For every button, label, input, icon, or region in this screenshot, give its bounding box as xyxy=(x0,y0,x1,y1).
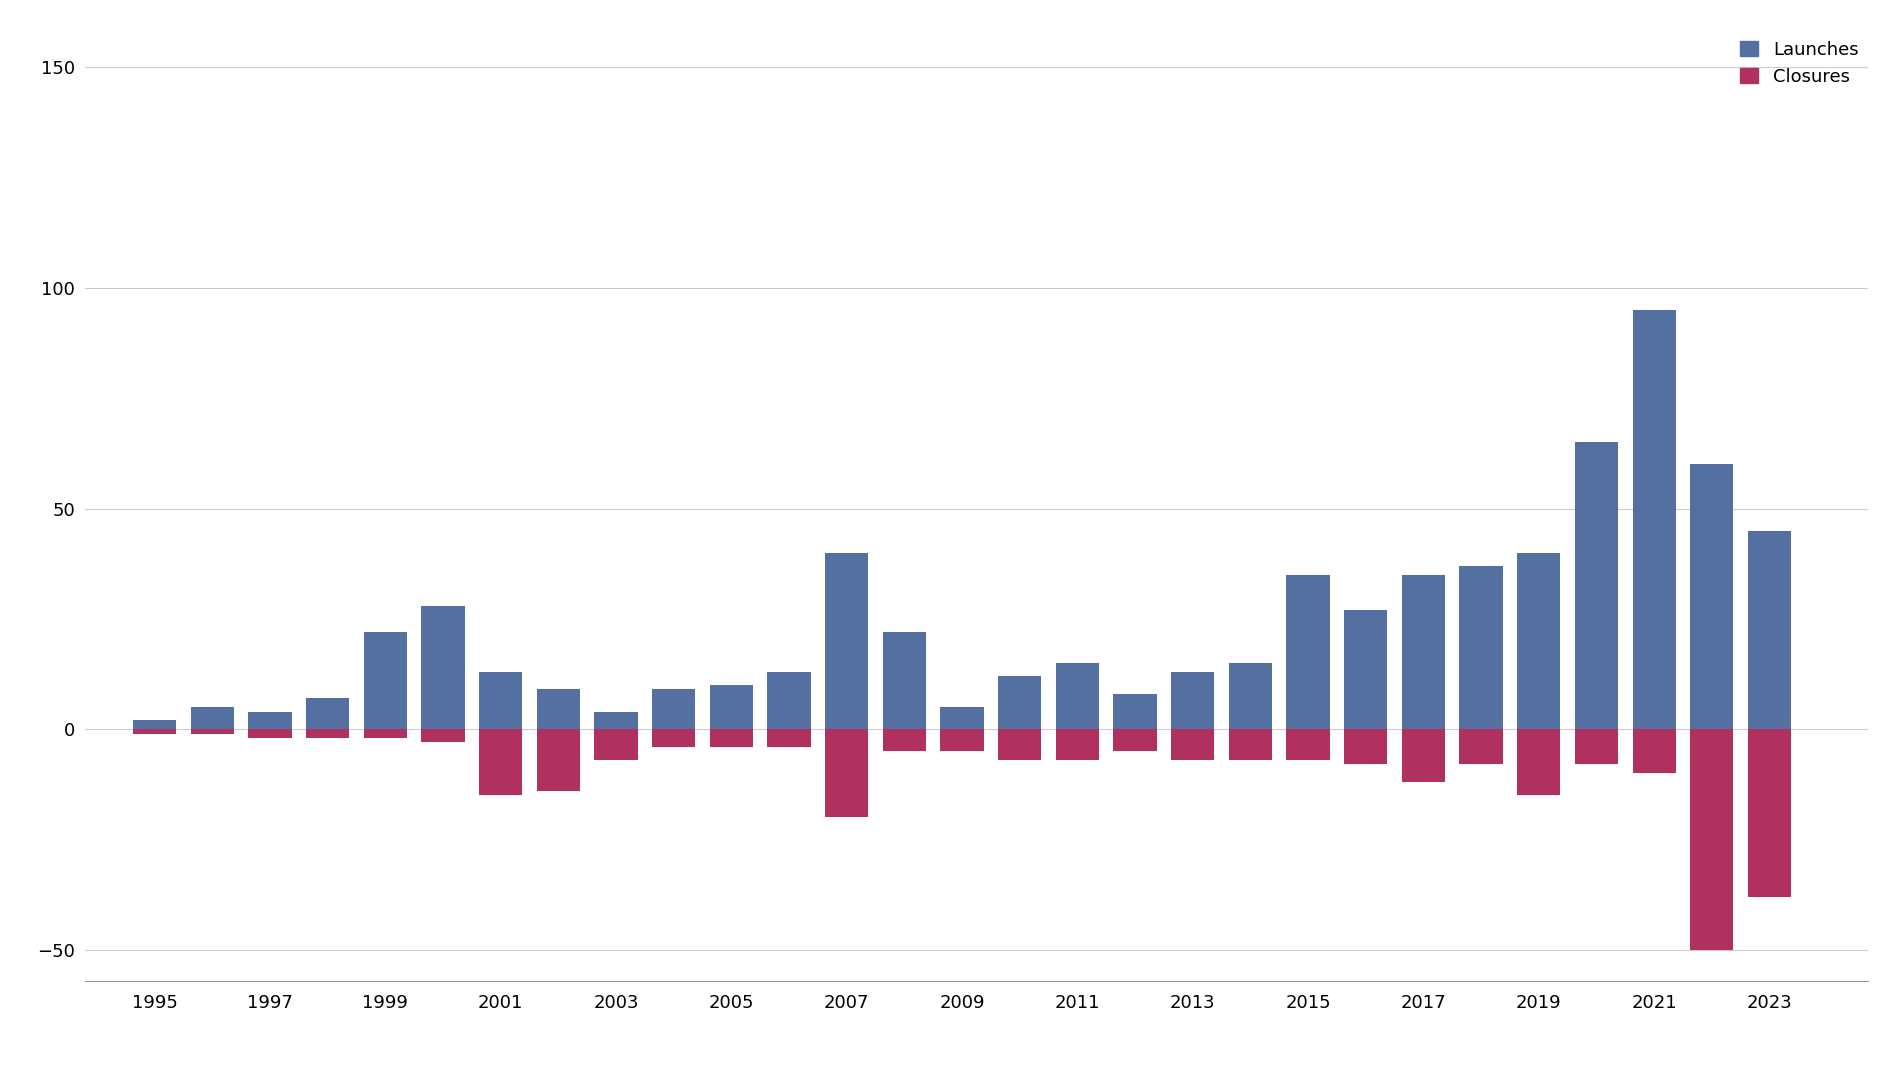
Bar xyxy=(1748,531,1792,729)
Bar xyxy=(1401,729,1445,782)
Bar xyxy=(480,729,521,795)
Bar xyxy=(364,729,408,738)
Bar xyxy=(1172,672,1213,729)
Bar xyxy=(1460,566,1504,729)
Bar xyxy=(709,685,753,729)
Bar xyxy=(248,711,292,729)
Bar xyxy=(825,552,868,729)
Bar xyxy=(1517,729,1560,795)
Bar xyxy=(1689,729,1733,950)
Bar xyxy=(133,721,176,729)
Bar xyxy=(1576,729,1617,764)
Bar xyxy=(1401,575,1445,729)
Bar xyxy=(421,729,465,742)
Bar xyxy=(652,690,696,729)
Bar xyxy=(1287,729,1329,760)
Bar xyxy=(1460,729,1504,764)
Bar xyxy=(1632,310,1676,729)
Bar xyxy=(1056,663,1100,729)
Bar xyxy=(997,729,1041,760)
Bar xyxy=(480,672,521,729)
Bar xyxy=(768,672,811,729)
Bar xyxy=(305,698,349,729)
Bar xyxy=(1344,729,1388,764)
Bar xyxy=(133,729,176,733)
Bar xyxy=(1113,729,1157,752)
Bar xyxy=(248,729,292,738)
Bar xyxy=(305,729,349,738)
Bar xyxy=(1229,729,1272,760)
Bar xyxy=(593,729,637,760)
Bar xyxy=(1229,663,1272,729)
Bar xyxy=(191,707,233,729)
Bar xyxy=(940,729,984,752)
Bar xyxy=(421,605,465,729)
Bar xyxy=(1689,465,1733,729)
Bar xyxy=(593,711,637,729)
Bar xyxy=(1344,610,1388,729)
Bar xyxy=(884,729,925,752)
Bar xyxy=(1576,442,1617,729)
Bar xyxy=(1172,729,1213,760)
Bar xyxy=(1748,729,1792,897)
Bar xyxy=(884,632,925,729)
Bar xyxy=(940,707,984,729)
Bar xyxy=(709,729,753,747)
Bar xyxy=(191,729,233,733)
Bar xyxy=(997,676,1041,729)
Bar xyxy=(1056,729,1100,760)
Bar xyxy=(1517,552,1560,729)
Bar xyxy=(1287,575,1329,729)
Bar xyxy=(652,729,696,747)
Bar xyxy=(825,729,868,818)
Bar xyxy=(537,729,580,791)
Bar xyxy=(537,690,580,729)
Bar xyxy=(768,729,811,747)
Legend: Launches, Closures: Launches, Closures xyxy=(1741,41,1858,86)
Bar xyxy=(1632,729,1676,773)
Bar xyxy=(1113,694,1157,729)
Bar xyxy=(364,632,408,729)
